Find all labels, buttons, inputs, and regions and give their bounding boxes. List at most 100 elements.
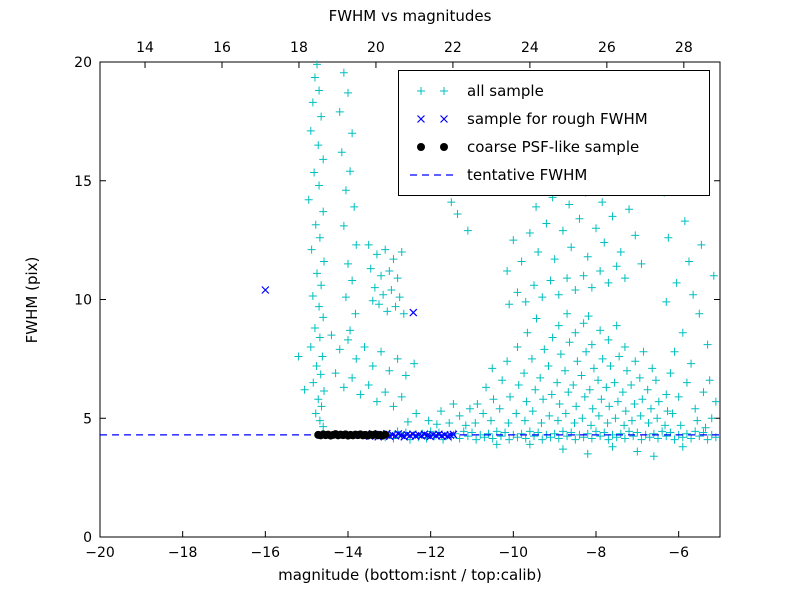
scatter-point-all-sample xyxy=(505,300,514,309)
scatter-point-all-sample xyxy=(561,366,569,375)
scatter-point-all-sample xyxy=(313,269,321,278)
scatter-point-all-sample xyxy=(623,366,631,375)
scatter-point-all-sample xyxy=(375,300,383,309)
scatter-point-all-sample xyxy=(621,407,630,416)
scatter-point-all-sample xyxy=(496,432,505,441)
scatter-point-all-sample xyxy=(542,219,551,228)
scatter-point-all-sample xyxy=(403,417,412,426)
scatter-point-all-sample xyxy=(654,434,662,443)
scatter-point-all-sample xyxy=(589,364,598,373)
scatter-point-all-sample xyxy=(525,440,534,449)
scatter-point-rough-fwhm xyxy=(449,430,458,439)
scatter-point-all-sample xyxy=(348,129,357,138)
scatter-point-all-sample xyxy=(662,390,671,399)
scatter-point-all-sample xyxy=(379,290,388,299)
scatter-point-all-sample xyxy=(587,434,596,443)
scatter-point-all-sample xyxy=(385,267,394,275)
scatter-point-all-sample xyxy=(482,383,491,392)
scatter-point-all-sample xyxy=(315,416,324,425)
scatter-point-all-sample xyxy=(300,385,309,394)
scatter-point-all-sample xyxy=(530,281,538,290)
scatter-point-all-sample xyxy=(705,376,714,385)
scatter-point-all-sample xyxy=(479,409,488,418)
scatter-point-all-sample xyxy=(663,407,672,416)
scatter-point-all-sample xyxy=(348,276,357,285)
scatter-point-all-sample xyxy=(489,395,498,404)
scatter-point-all-sample xyxy=(424,416,433,425)
scatter-point-all-sample xyxy=(620,421,629,430)
scatter-point-all-sample xyxy=(310,324,319,332)
psf-sample-point xyxy=(381,430,390,439)
scatter-point-all-sample xyxy=(625,205,634,214)
scatter-point-all-sample xyxy=(314,141,323,150)
scatter-point-rough-fwhm xyxy=(261,286,270,294)
scatter-point-all-sample xyxy=(703,340,712,349)
scatter-point-all-sample xyxy=(577,371,586,380)
scatter-point-all-sample xyxy=(654,397,663,406)
scatter-point-all-sample xyxy=(711,397,720,406)
scatter-point-all-sample xyxy=(525,229,534,237)
scatter-point-all-sample xyxy=(695,432,704,441)
scatter-point-all-sample xyxy=(335,345,344,354)
scatter-point-all-sample xyxy=(627,416,636,425)
scatter-point-all-sample xyxy=(319,422,328,431)
scatter-point-all-sample xyxy=(495,404,504,413)
scatter-point-all-sample xyxy=(645,433,654,442)
scatter-point-all-sample xyxy=(554,290,563,299)
scatter-point-all-sample xyxy=(311,220,320,229)
scatter-point-all-sample xyxy=(587,421,596,430)
scatter-point-all-sample xyxy=(571,286,580,294)
scatter-point-all-sample xyxy=(587,340,596,349)
y-tick-label: 0 xyxy=(83,530,92,546)
scatter-point-all-sample xyxy=(523,328,532,337)
scatter-point-all-sample xyxy=(598,354,607,363)
scatter-point-all-sample xyxy=(319,207,328,216)
scatter-point-all-sample xyxy=(525,427,534,436)
scatter-point-all-sample xyxy=(540,345,549,354)
scatter-point-all-sample xyxy=(534,248,543,256)
scatter-point-all-sample xyxy=(377,271,386,280)
scatter-point-all-sample xyxy=(317,402,326,411)
scatter-point-all-sample xyxy=(317,112,326,121)
x-tick-label: −10 xyxy=(499,545,529,561)
scatter-point-all-sample xyxy=(344,88,352,97)
y-tick-label: 10 xyxy=(74,293,92,309)
scatter-point-all-sample xyxy=(393,354,402,363)
scatter-point-all-sample xyxy=(304,195,313,204)
scatter-point-all-sample xyxy=(399,309,408,318)
scatter-point-all-sample xyxy=(563,274,572,283)
scatter-point-all-sample xyxy=(364,381,373,389)
top-tick-label: 24 xyxy=(521,40,539,56)
scatter-point-all-sample xyxy=(563,309,572,318)
scatter-point-all-sample xyxy=(564,388,573,397)
scatter-point-all-sample xyxy=(709,271,718,280)
scatter-point-all-sample xyxy=(315,302,324,311)
scatter-point-all-sample xyxy=(544,362,553,370)
scatter-point-all-sample xyxy=(648,364,657,373)
scatter-point-all-sample xyxy=(313,60,321,69)
scatter-point-all-sample xyxy=(391,302,400,311)
scatter-point-all-sample xyxy=(352,240,361,249)
scatter-point-all-sample xyxy=(545,411,554,420)
scatter-point-all-sample xyxy=(620,434,629,443)
scatter-point-all-sample xyxy=(320,386,329,395)
scatter-point-all-sample xyxy=(633,447,642,456)
scatter-point-all-sample xyxy=(350,202,359,211)
scatter-point-all-sample xyxy=(506,392,515,401)
scatter-point-all-sample xyxy=(315,181,324,190)
scatter-point-all-sample xyxy=(605,402,614,411)
scatter-point-all-sample xyxy=(311,409,320,418)
scatter-point-all-sample xyxy=(691,404,700,413)
scatter-point-all-sample xyxy=(594,376,603,385)
scatter-point-all-sample xyxy=(594,411,603,420)
scatter-point-all-sample xyxy=(517,429,526,438)
scatter-point-all-sample xyxy=(503,357,512,366)
scatter-point-all-sample xyxy=(627,381,636,389)
legend-row: all sample xyxy=(407,77,701,105)
scatter-point-all-sample xyxy=(472,435,481,444)
scatter-point-all-sample xyxy=(633,428,642,437)
scatter-point-all-sample xyxy=(344,259,352,268)
scatter-point-all-sample xyxy=(309,378,318,387)
scatter-point-all-sample xyxy=(455,434,464,443)
